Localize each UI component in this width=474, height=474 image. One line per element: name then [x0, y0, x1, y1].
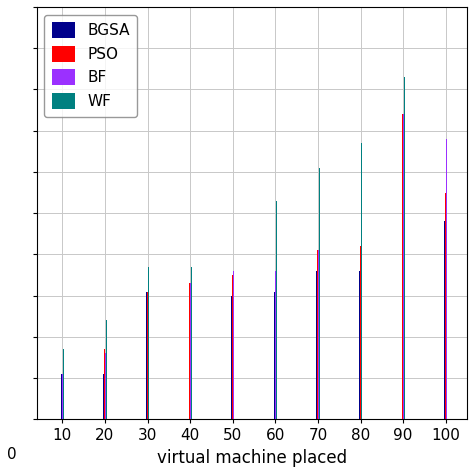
Bar [402, 114, 403, 419]
Bar [404, 77, 405, 419]
Bar [275, 271, 276, 419]
Bar [146, 292, 147, 419]
Bar [273, 292, 274, 419]
Bar [189, 283, 190, 419]
Bar [276, 201, 277, 419]
Bar [103, 374, 104, 419]
Bar [360, 246, 361, 419]
Bar [444, 221, 445, 419]
Bar [233, 271, 234, 419]
Legend: BGSA, PSO, BF, WF: BGSA, PSO, BF, WF [45, 15, 137, 117]
Bar [361, 143, 362, 419]
Bar [106, 320, 107, 419]
Bar [403, 114, 404, 419]
Text: 0: 0 [7, 447, 17, 462]
Bar [317, 250, 318, 419]
Bar [61, 374, 62, 419]
Bar [63, 349, 64, 419]
Bar [191, 267, 192, 419]
Bar [190, 283, 191, 419]
Bar [359, 271, 360, 419]
Bar [147, 292, 148, 419]
Bar [231, 296, 232, 419]
Bar [104, 349, 105, 419]
Bar [316, 271, 317, 419]
Bar [446, 139, 447, 419]
X-axis label: virtual machine placed: virtual machine placed [157, 449, 347, 467]
Bar [62, 374, 63, 419]
Bar [105, 354, 106, 419]
Bar [401, 201, 402, 419]
Bar [274, 287, 275, 419]
Bar [445, 192, 446, 419]
Bar [318, 250, 319, 419]
Bar [148, 267, 149, 419]
Bar [232, 275, 233, 419]
